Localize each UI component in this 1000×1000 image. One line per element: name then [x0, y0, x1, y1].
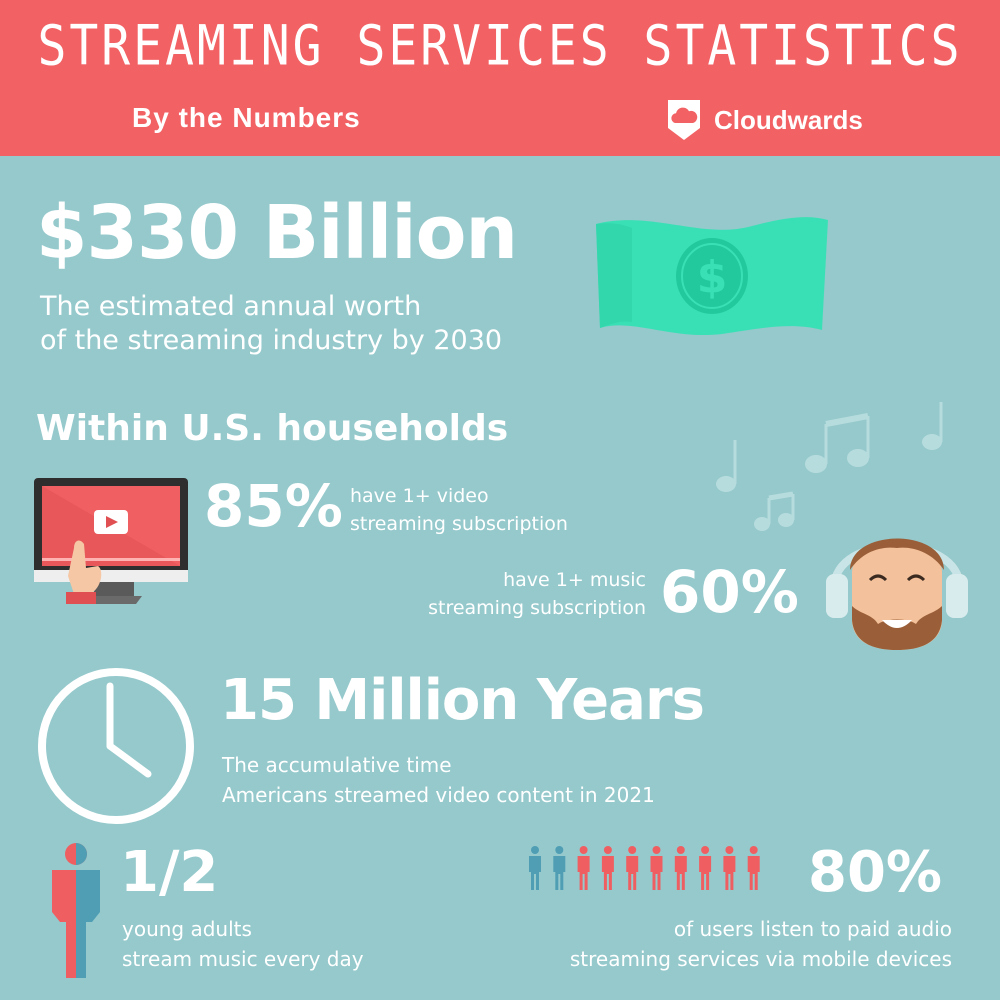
page-subtitle: By the Numbers: [132, 102, 361, 133]
person-figure: [553, 846, 566, 890]
households-heading: Within U.S. households: [36, 408, 509, 449]
streaming-time-value: 15 Million Years: [220, 668, 705, 733]
person-figure: [529, 846, 541, 890]
streaming-time-line-2: Americans streamed video content in 2021: [222, 783, 655, 807]
music-subscription-description: have 1+ music streaming subscription: [400, 566, 646, 622]
mobile-listeners-line-2: streaming services via mobile devices: [569, 947, 952, 971]
cloud-shield-icon: [668, 100, 700, 140]
person-figure: [577, 846, 590, 890]
video-subscription-value: 85%: [204, 472, 343, 540]
young-adults-value: 1/2: [120, 840, 219, 905]
video-subscription-description: have 1+ video streaming subscription: [350, 482, 568, 538]
industry-worth-line-2: of the streaming industry by 2030: [40, 325, 503, 356]
mobile-listeners-line-1: of users listen to paid audio: [673, 917, 952, 941]
video-subscription-line-1: have 1+ video: [350, 485, 489, 507]
mobile-listeners-value: 80%: [808, 840, 943, 905]
header-banner: STREAMING SERVICES STATISTICS By the Num…: [0, 0, 1000, 156]
person-figure: [601, 846, 614, 890]
streaming-time-line-1: The accumulative time: [222, 753, 452, 777]
person-figure: [747, 846, 760, 890]
music-subscription-value: 60%: [660, 558, 799, 626]
headphones-man-icon: [826, 538, 968, 650]
industry-worth-description: The estimated annual worth of the stream…: [40, 290, 502, 358]
young-adults-line-2: stream music every day: [122, 947, 364, 971]
brand-logo: Cloudwards: [664, 98, 863, 142]
person-figure: [626, 846, 639, 890]
svg-text:$: $: [697, 252, 728, 303]
industry-worth-value: $330 Billion: [36, 190, 518, 276]
clock-icon: [38, 668, 194, 824]
person-figure: [650, 846, 663, 890]
music-subscription-line-2: streaming subscription: [428, 597, 646, 619]
music-notes-icon: [716, 402, 943, 531]
page-title: STREAMING SERVICES STATISTICS: [37, 14, 963, 79]
brand-name: Cloudwards: [714, 104, 863, 135]
young-adults-line-1: young adults: [122, 917, 252, 941]
person-figure: [674, 846, 687, 890]
person-row-icon: [529, 846, 760, 890]
industry-worth-line-1: The estimated annual worth: [40, 291, 422, 322]
person-figure: [723, 846, 736, 890]
music-subscription-line-1: have 1+ music: [503, 569, 646, 591]
half-person-icon: [52, 843, 100, 978]
young-adults-description: young adults stream music every day: [122, 914, 364, 974]
video-subscription-line-2: streaming subscription: [350, 513, 568, 535]
dollar-bill-icon: $: [596, 217, 828, 336]
streaming-time-description: The accumulative time Americans streamed…: [222, 750, 655, 810]
video-monitor-icon: [34, 478, 188, 604]
mobile-listeners-description: of users listen to paid audio streaming …: [540, 914, 952, 974]
person-figure: [699, 846, 712, 890]
